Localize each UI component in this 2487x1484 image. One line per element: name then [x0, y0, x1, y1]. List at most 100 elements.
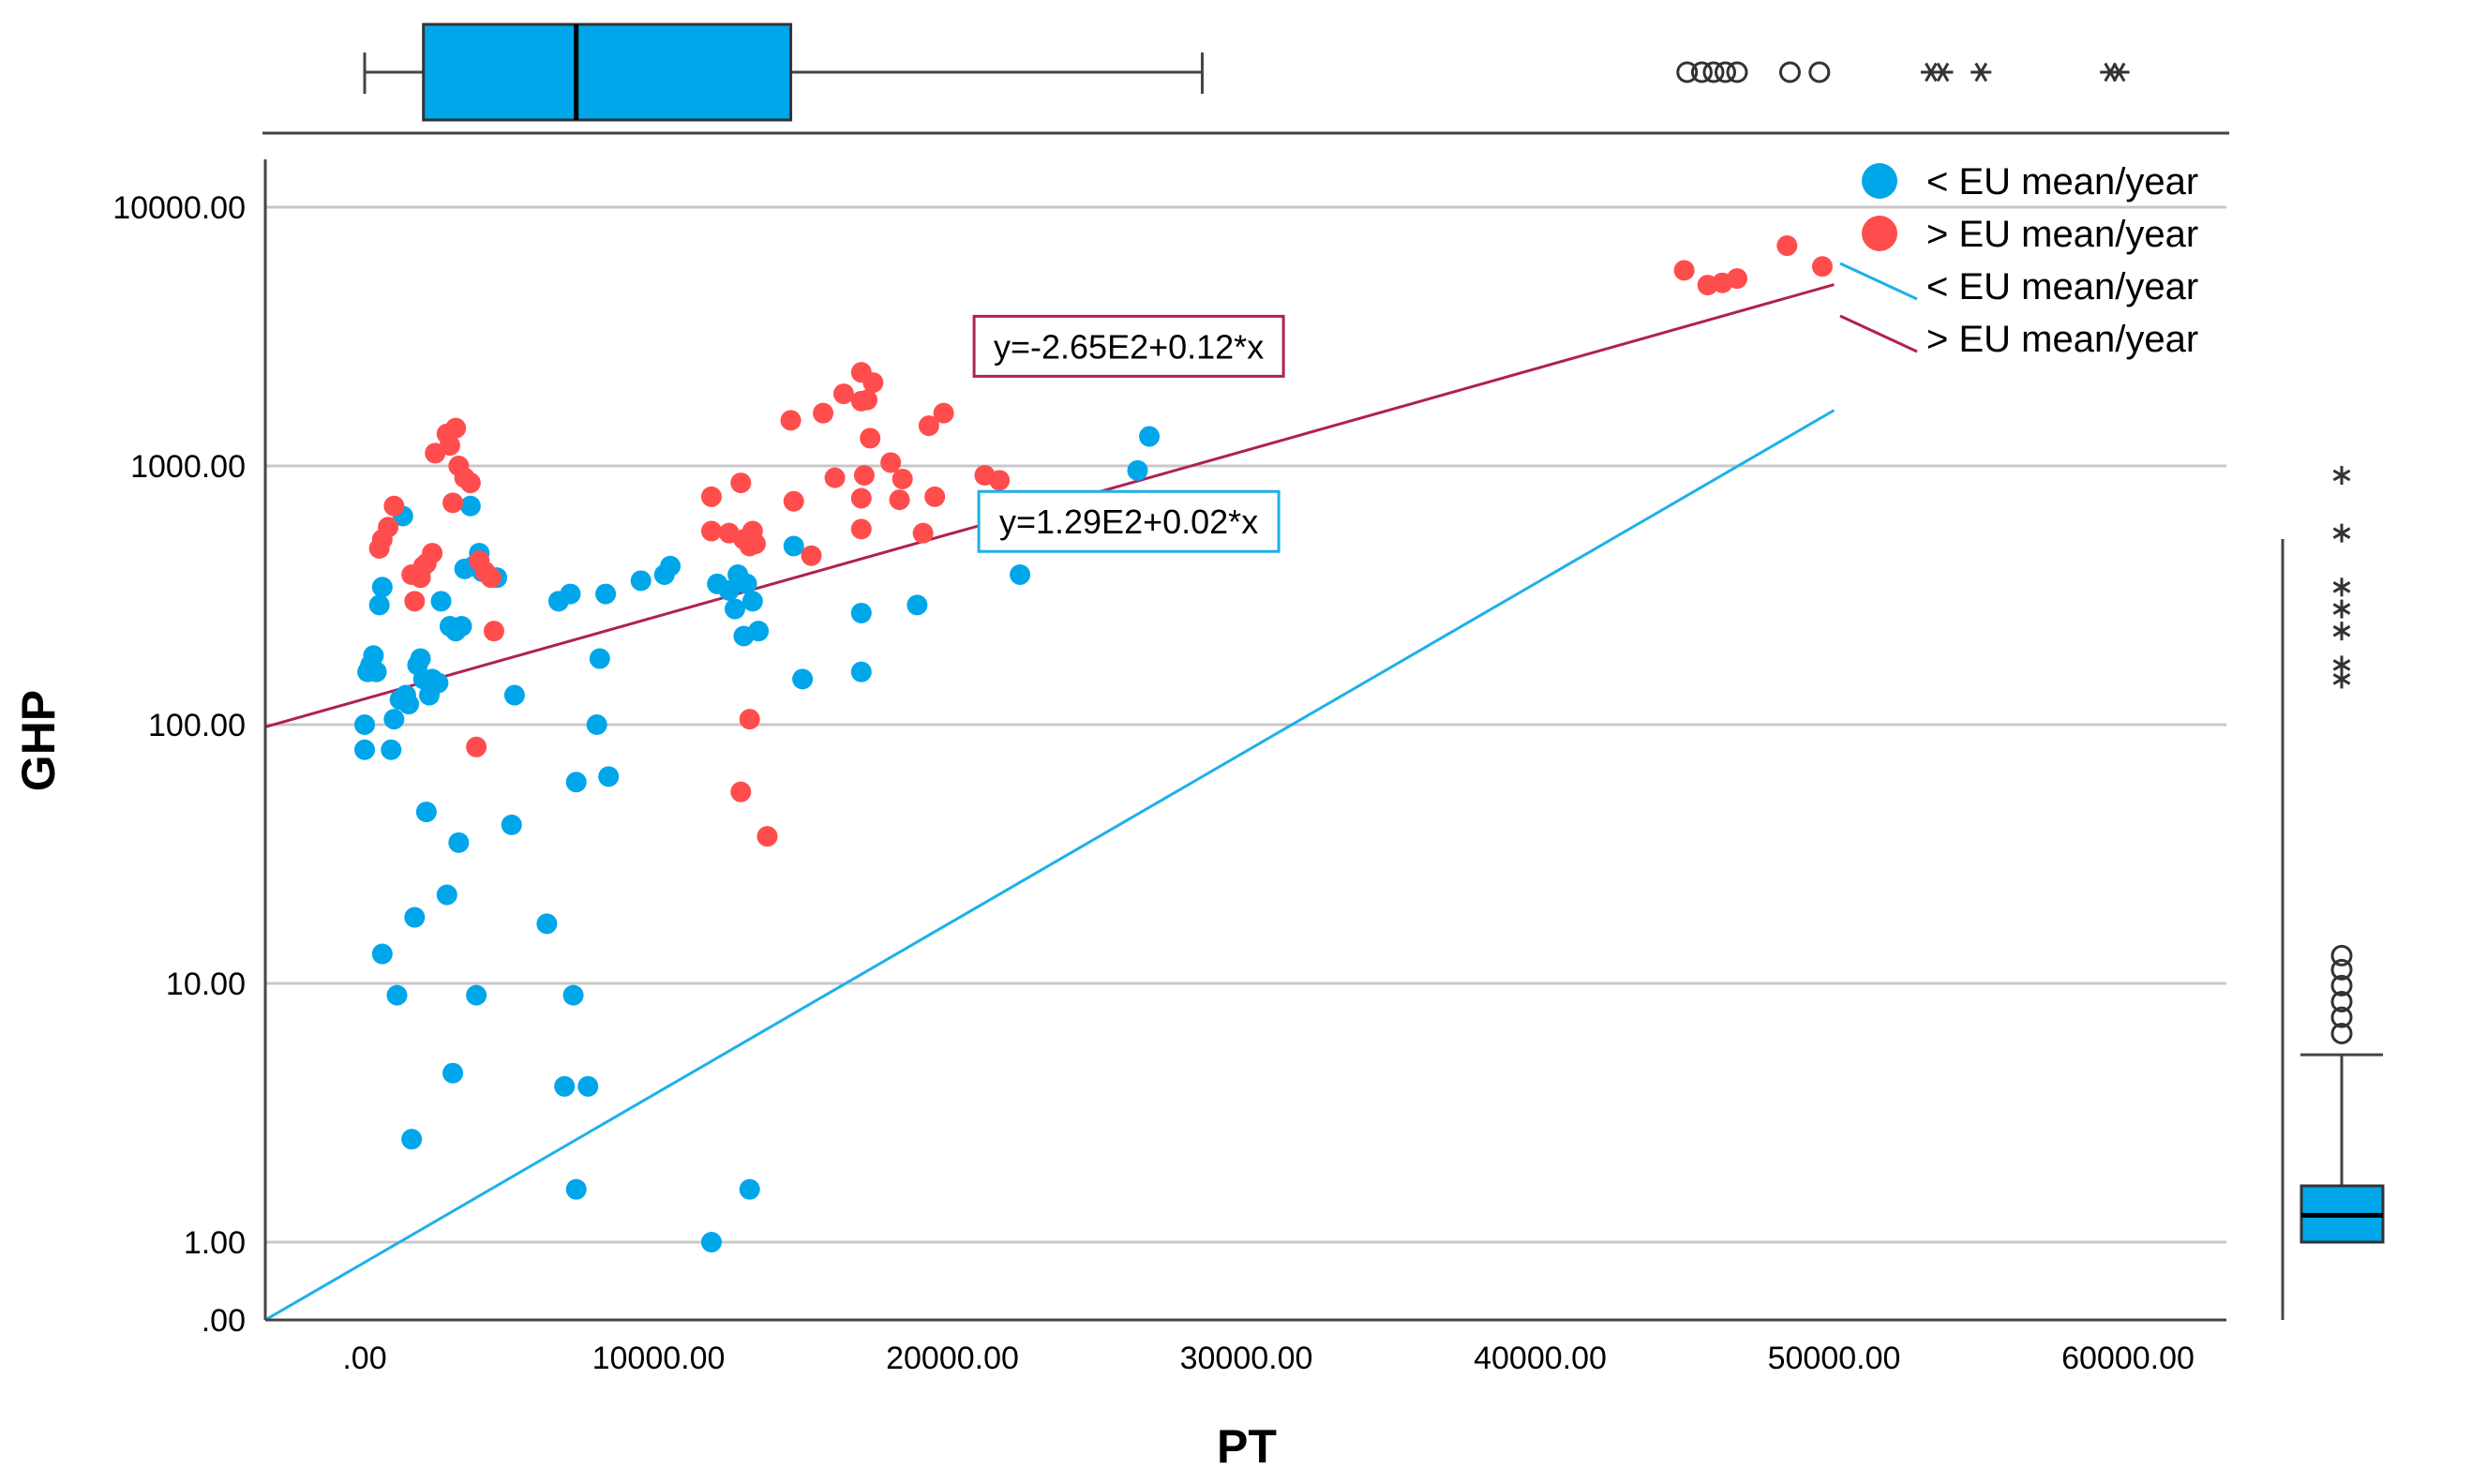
- data-point: [742, 591, 763, 612]
- data-point: [792, 668, 814, 690]
- outlier-circle: [2330, 990, 2353, 1012]
- outlier-star: [1932, 62, 1954, 82]
- data-point: [1776, 235, 1798, 257]
- data-point: [730, 472, 752, 494]
- data-point: [383, 495, 405, 517]
- data-point: [466, 984, 487, 1006]
- data-point: [891, 468, 913, 489]
- star-stroke: [2332, 603, 2351, 615]
- data-point: [1010, 563, 1031, 585]
- data-point: [1811, 256, 1833, 277]
- data-point: [386, 984, 408, 1006]
- data-point: [378, 517, 399, 538]
- data-point: [860, 427, 881, 449]
- data-point: [404, 907, 426, 928]
- x-tick-label: .00: [342, 1341, 386, 1376]
- data-point: [725, 598, 746, 620]
- equation-box: [972, 314, 1285, 378]
- fit-lines: [264, 283, 1835, 1322]
- data-point: [912, 522, 934, 544]
- data-point: [383, 709, 405, 730]
- data-point: [700, 1232, 722, 1252]
- data-point: [368, 594, 390, 616]
- data-point: [850, 518, 872, 540]
- legend-marker: [1862, 163, 1897, 199]
- data-point: [736, 573, 757, 594]
- data-point: [466, 736, 487, 757]
- y-tick-label: 100.00: [148, 708, 246, 743]
- data-point: [430, 591, 452, 612]
- outlier-star: [2332, 577, 2351, 597]
- data-point: [398, 694, 420, 715]
- data-point: [554, 1075, 576, 1097]
- data-point: [757, 826, 778, 847]
- x-tick-label: 40000.00: [1474, 1341, 1607, 1376]
- fit-line: [264, 409, 1835, 1322]
- data-point: [906, 594, 928, 616]
- data-point: [933, 402, 954, 424]
- data-point: [483, 621, 504, 642]
- marginal-boxplot-y: [2281, 465, 2385, 1320]
- y-tick-label: 10000.00: [112, 190, 246, 226]
- y-tick-label: 1.00: [184, 1225, 246, 1261]
- x-tick-label: 50000.00: [1768, 1341, 1901, 1376]
- data-point: [1673, 260, 1695, 281]
- legend-label: > EU mean/year: [1926, 214, 2198, 255]
- outlier-circle: [1726, 61, 1748, 83]
- outlier-circle: [1690, 61, 1713, 83]
- data-point: [850, 661, 872, 682]
- data-point: [480, 567, 502, 589]
- data-point: [739, 709, 760, 730]
- legend: < EU mean/year > EU mean/year < EU mean/ye…: [1839, 161, 2198, 360]
- data-points: [354, 235, 1833, 1252]
- data-point: [381, 739, 402, 760]
- data-point: [857, 389, 878, 411]
- data-point: [780, 410, 802, 431]
- data-point: [850, 602, 872, 623]
- y-tick-label: 1000.00: [130, 449, 246, 485]
- data-point: [565, 772, 587, 793]
- data-point: [748, 621, 770, 642]
- outlier-star: [2332, 465, 2351, 485]
- equation-label: y=-2.65E2+0.12*x: [994, 327, 1264, 366]
- data-point: [442, 1062, 464, 1084]
- y-tick-label: .00: [202, 1303, 246, 1339]
- star-stroke: [2112, 62, 2126, 82]
- y-axis-title: GHP: [12, 690, 65, 791]
- data-point: [783, 535, 804, 557]
- star-stroke: [2332, 581, 2351, 593]
- equation-label: y=1.29E2+0.02*x: [999, 502, 1258, 541]
- data-point: [862, 372, 884, 394]
- x-tick-label: 10000.00: [592, 1341, 726, 1376]
- data-point: [918, 415, 939, 437]
- data-point: [415, 802, 437, 823]
- data-point: [560, 583, 581, 605]
- data-point: [410, 648, 431, 669]
- y-tick-label: 10.00: [166, 967, 246, 1002]
- data-point: [354, 714, 375, 735]
- outlier-star: [2108, 62, 2130, 82]
- data-point: [451, 616, 472, 637]
- outlier-star: [2332, 669, 2351, 689]
- axes: .00 1.00 10.00 100.00 1000.00 10000.00 .00 1000…: [12, 159, 2226, 1473]
- data-point: [459, 495, 481, 517]
- marginal-boxplot-x: [262, 22, 2229, 135]
- data-point: [744, 533, 766, 555]
- data-point: [1139, 426, 1161, 447]
- data-point: [630, 570, 652, 592]
- data-point: [354, 739, 375, 760]
- data-point: [445, 417, 467, 439]
- legend-label: < EU mean/year: [1926, 266, 2198, 307]
- outlier-star: [2332, 622, 2351, 641]
- outlier-circle: [1715, 61, 1737, 83]
- data-point: [371, 577, 393, 598]
- data-point: [1727, 268, 1748, 290]
- data-point: [371, 943, 393, 965]
- legend-label: > EU mean/year: [1926, 319, 2198, 360]
- outlier-circle: [1808, 61, 1831, 83]
- data-point: [589, 648, 610, 669]
- x-tick-label: 20000.00: [886, 1341, 1019, 1376]
- equation-box: [977, 489, 1281, 553]
- data-point: [880, 452, 902, 473]
